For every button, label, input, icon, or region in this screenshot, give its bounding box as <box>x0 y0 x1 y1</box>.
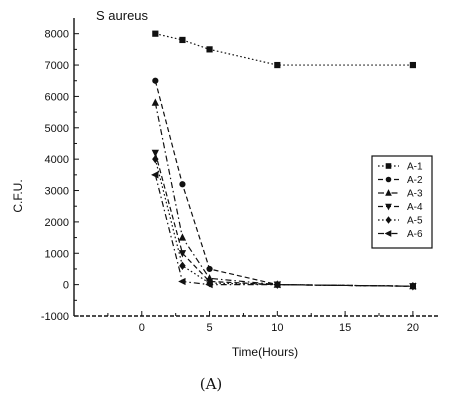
legend-marker <box>385 203 392 211</box>
legend-item-a-6: A-6 <box>378 229 423 240</box>
data-point <box>151 171 159 179</box>
legend-label: A-3 <box>407 189 423 200</box>
data-point <box>151 149 160 158</box>
series-a-1 <box>152 30 416 69</box>
data-point <box>274 61 281 69</box>
y-tick-label: 7000 <box>45 60 69 72</box>
y-tick-label: 6000 <box>45 91 69 103</box>
legend-item-a-2: A-2 <box>378 175 423 186</box>
series-line <box>154 159 413 287</box>
data-point <box>409 61 416 69</box>
y-tick-label: 8000 <box>45 29 69 41</box>
series-line <box>154 152 413 287</box>
x-tick-label: 5 <box>206 322 212 334</box>
data-point <box>178 233 187 241</box>
legend-item-a-3: A-3 <box>378 189 423 200</box>
legend-item-a-1: A-1 <box>378 162 423 173</box>
data-point <box>179 261 186 271</box>
chart-title: S aureus <box>96 8 149 23</box>
y-tick-label: -1000 <box>41 311 69 323</box>
legend-marker <box>385 163 392 169</box>
data-point <box>152 30 159 37</box>
data-point <box>152 154 159 164</box>
data-point <box>179 36 186 44</box>
data-point <box>151 98 160 106</box>
y-tick-label: 5000 <box>45 123 69 135</box>
legend-label: A-2 <box>407 175 423 186</box>
y-tick-label: 3000 <box>45 186 69 198</box>
series-line <box>155 33 413 66</box>
data-point <box>179 181 186 188</box>
y-axis-label: C.F.U. <box>11 179 25 212</box>
data-point <box>178 277 186 286</box>
series-a-6 <box>151 171 416 290</box>
data-point <box>408 282 416 290</box>
x-tick-label: 0 <box>139 322 145 334</box>
legend-marker <box>385 189 392 196</box>
data-point <box>206 46 213 53</box>
x-tick-label: 20 <box>407 322 419 334</box>
legend-marker <box>385 216 392 224</box>
data-point <box>273 280 281 289</box>
legend-item-a-4: A-4 <box>378 202 423 213</box>
legend-label: A-1 <box>407 162 423 173</box>
data-point <box>205 280 213 289</box>
x-tick-label: 10 <box>271 322 283 334</box>
series-layer <box>151 30 417 291</box>
x-axis-label: Time(Hours) <box>232 345 298 359</box>
figure-caption: (A) <box>200 375 223 393</box>
legend-item-a-5: A-5 <box>378 216 423 227</box>
y-tick-label: 1000 <box>45 248 69 260</box>
legend-marker <box>384 230 392 237</box>
y-tick-label: 2000 <box>45 217 69 229</box>
legend: A-1 A-2 A-3 A-4 A-5 A-6 <box>371 155 433 249</box>
data-point <box>152 77 159 84</box>
legend-label: A-4 <box>407 202 423 213</box>
axes-layer: 0 5 10 15 20 -1000 0 1000 2000 3000 4000 5000 6000 70… <box>41 18 440 334</box>
y-tick-label: 0 <box>63 280 69 292</box>
x-tick-label: 15 <box>339 322 351 334</box>
legend-label: A-6 <box>407 229 423 240</box>
legend-label: A-5 <box>407 216 423 227</box>
legend-marker <box>385 176 392 183</box>
y-tick-label: 4000 <box>45 154 69 166</box>
legend-box <box>371 155 433 249</box>
data-point <box>206 265 213 273</box>
data-point <box>178 250 187 258</box>
